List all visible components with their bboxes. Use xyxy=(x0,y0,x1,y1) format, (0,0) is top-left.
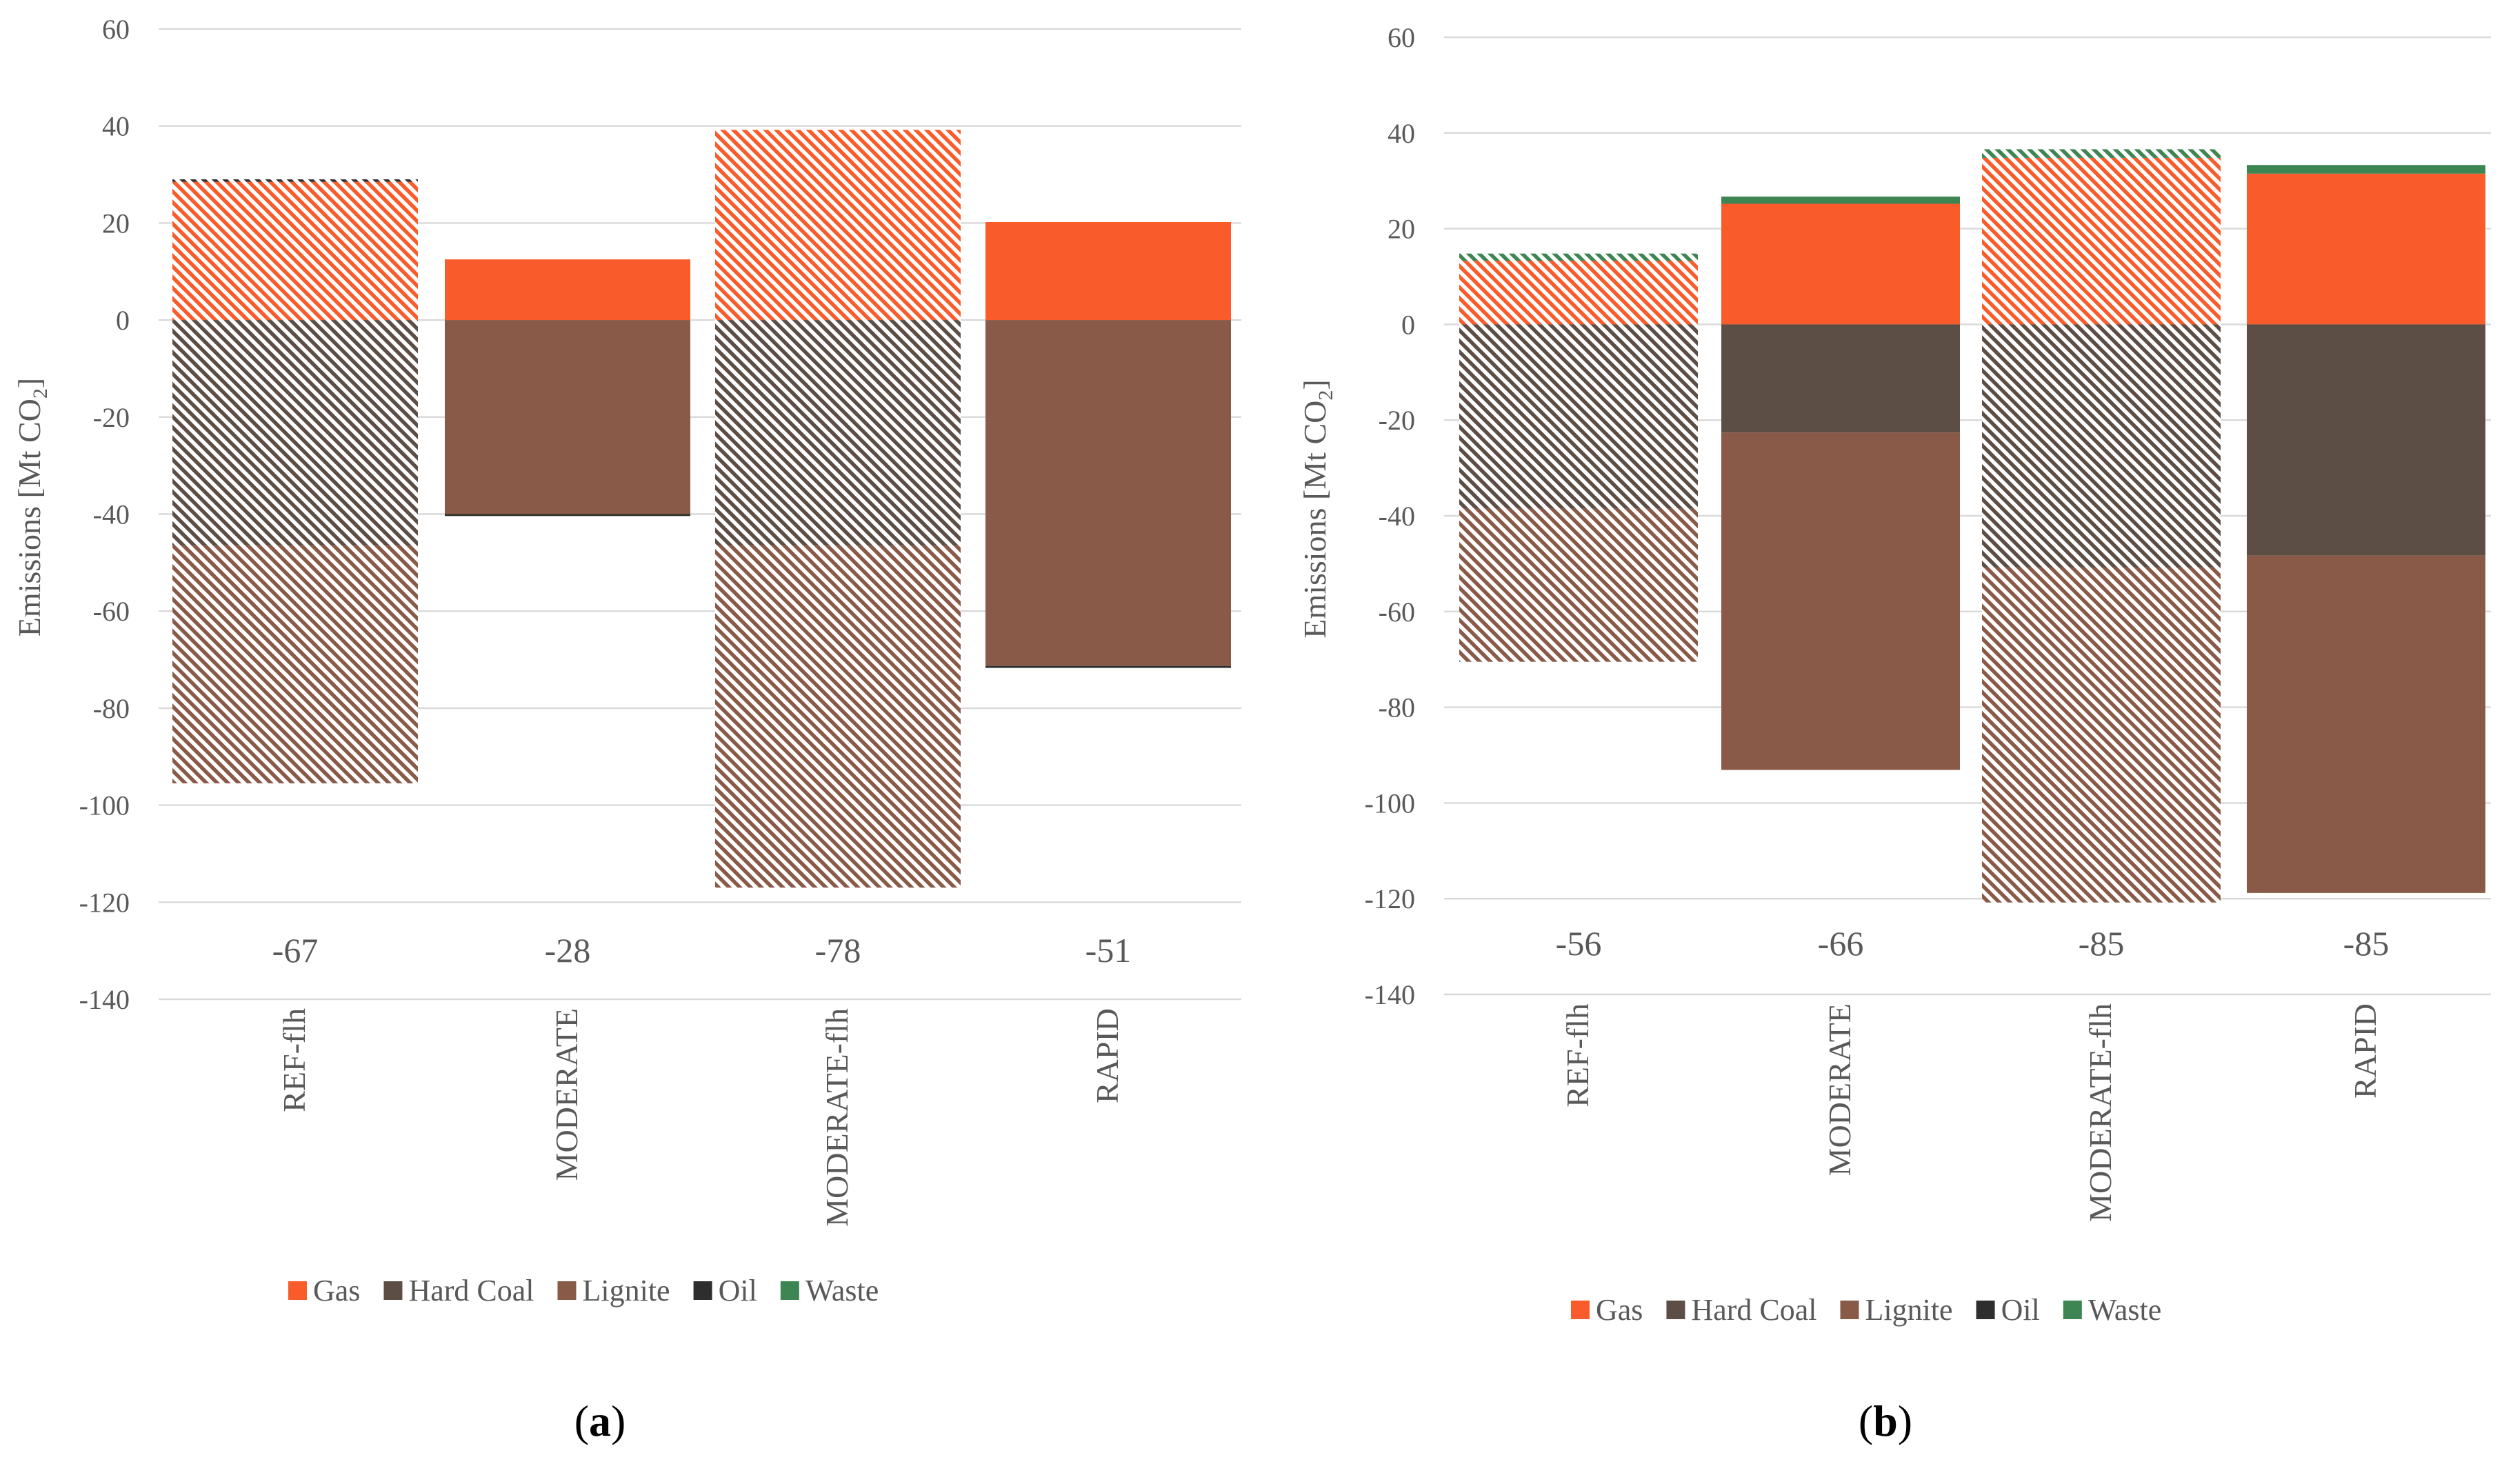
bar-oil-rapid xyxy=(985,665,1231,668)
y-tick-label: -120 xyxy=(1365,883,1415,914)
bar-lignite-rapid xyxy=(985,320,1231,666)
bar-lignite-moderate-flh xyxy=(1982,567,2221,903)
total-label: -56 xyxy=(1556,924,1602,963)
legend-swatch-gas xyxy=(288,1281,307,1300)
legend-label-waste: Waste xyxy=(805,1274,879,1307)
total-label: -66 xyxy=(1818,924,1864,963)
total-label: -85 xyxy=(2343,924,2390,963)
legend-label-hard-coal: Hard Coal xyxy=(408,1274,534,1307)
legend-label-hard-coal: Hard Coal xyxy=(1691,1293,1816,1327)
legend-swatch-oil xyxy=(693,1281,712,1300)
y-tick-label: 0 xyxy=(1401,309,1415,340)
y-tick-label: -60 xyxy=(1379,596,1415,628)
y-tick-label: 60 xyxy=(102,14,130,45)
legend-label-oil: Oil xyxy=(2001,1293,2040,1327)
y-tick-label: 20 xyxy=(1388,214,1415,245)
bar-waste-ref-flh xyxy=(1459,253,1698,261)
bar-hard-coal-moderate-flh xyxy=(1982,324,2221,568)
y-tick-label: -20 xyxy=(1379,405,1415,436)
y-tick-label: -80 xyxy=(1379,692,1415,723)
bar-lignite-ref-flh xyxy=(1459,508,1698,662)
legend-swatch-hard-coal xyxy=(1666,1301,1685,1319)
bar-hard-coal-ref-flh xyxy=(172,320,418,546)
bar-waste-rapid xyxy=(2247,165,2485,174)
bar-lignite-moderate-flh xyxy=(715,545,961,888)
category-label: MODERATE xyxy=(549,1008,584,1181)
legend-label-oil: Oil xyxy=(719,1274,757,1307)
legend-swatch-gas xyxy=(1571,1301,1590,1319)
y-axis-title: Emissions [Mt CO2] xyxy=(1297,379,1337,638)
legend-swatch-waste xyxy=(780,1281,799,1300)
bar-oil-ref-flh xyxy=(172,179,418,182)
bar-gas-moderate-flh xyxy=(1982,157,2221,325)
y-tick-label: 0 xyxy=(116,305,130,336)
legend: Gas Hard Coal Lignite Oil Waste xyxy=(1571,1293,2161,1327)
bar-oil-moderate xyxy=(445,514,690,517)
category-label: MODERATE-flh xyxy=(2083,1003,2118,1222)
bar-gas-ref-flh xyxy=(172,181,418,321)
legend-swatch-hard-coal xyxy=(383,1281,403,1300)
total-label: -28 xyxy=(545,931,591,970)
y-tick-label: -120 xyxy=(79,887,130,918)
category-label: MODERATE xyxy=(1822,1003,1857,1176)
y-tick-label: -40 xyxy=(93,499,130,530)
y-tick-label: 60 xyxy=(1388,22,1415,53)
y-tick-label: 40 xyxy=(1388,118,1415,149)
y-tick-label: -100 xyxy=(1365,788,1415,819)
legend-swatch-lignite xyxy=(1840,1301,1859,1319)
legend-swatch-waste xyxy=(2063,1301,2082,1319)
chart-panel-a: 60 40 20 0 -20 -40 -60 -80 -100 -120 -140 Emissions… xyxy=(12,14,1241,1445)
y-tick-label: -60 xyxy=(93,596,130,627)
y-tick-label: -80 xyxy=(93,693,130,724)
bar-waste-moderate-flh xyxy=(1982,149,2221,158)
y-tick-label: -100 xyxy=(79,790,130,821)
total-label: -85 xyxy=(2079,924,2125,963)
bar-hard-coal-moderate-flh xyxy=(715,320,961,546)
bar-gas-moderate-flh xyxy=(715,130,961,321)
bar-lignite-rapid xyxy=(2247,555,2485,893)
y-axis-title: Emissions [Mt CO2] xyxy=(12,378,52,636)
category-label: MODERATE-flh xyxy=(819,1008,854,1227)
category-label: RAPID xyxy=(1090,1008,1125,1103)
legend-label-gas: Gas xyxy=(1596,1293,1643,1327)
legend-swatch-oil xyxy=(1976,1301,1995,1319)
total-label: -67 xyxy=(272,931,319,970)
legend-label-lignite: Lignite xyxy=(583,1274,670,1307)
bar-lignite-ref-flh xyxy=(172,545,418,783)
bar-gas-ref-flh xyxy=(1459,261,1698,325)
y-tick-label: -20 xyxy=(93,402,130,433)
chart-panel-b: 60 40 20 0 -20 -40 -60 -80 -100 -120 -140 Emissions… xyxy=(1297,22,2491,1445)
bar-hard-coal-rapid xyxy=(2247,324,2485,556)
bar-hard-coal-moderate xyxy=(1721,324,1960,433)
panel-label: (b) xyxy=(1859,1396,1912,1445)
legend: Gas Hard Coal Lignite Oil Waste xyxy=(288,1274,879,1307)
bar-hard-coal-ref-flh xyxy=(1459,324,1698,509)
total-label: -51 xyxy=(1085,931,1132,970)
bar-lignite-moderate xyxy=(445,320,690,514)
bar-gas-moderate xyxy=(445,259,690,321)
bar-gas-moderate xyxy=(1721,203,1960,325)
legend-label-lignite: Lignite xyxy=(1865,1293,1953,1327)
bar-lignite-moderate xyxy=(1721,432,1960,770)
y-tick-label: 20 xyxy=(102,208,130,239)
category-label: REF-flh xyxy=(277,1008,312,1112)
panel-label: (a) xyxy=(574,1396,626,1445)
y-tick-label: -140 xyxy=(79,984,130,1015)
category-label: RAPID xyxy=(2347,1003,2383,1099)
y-tick-label: -140 xyxy=(1365,979,1415,1010)
legend-label-waste: Waste xyxy=(2088,1293,2161,1327)
total-label: -78 xyxy=(815,931,861,970)
legend-swatch-lignite xyxy=(557,1281,577,1300)
y-tick-label: -40 xyxy=(1379,501,1415,532)
category-label: REF-flh xyxy=(1560,1003,1595,1107)
bar-gas-rapid xyxy=(985,221,1231,321)
legend-label-gas: Gas xyxy=(313,1274,360,1307)
y-tick-label: 40 xyxy=(102,111,130,142)
bar-waste-moderate xyxy=(1721,197,1960,204)
bar-gas-rapid xyxy=(2247,173,2485,325)
